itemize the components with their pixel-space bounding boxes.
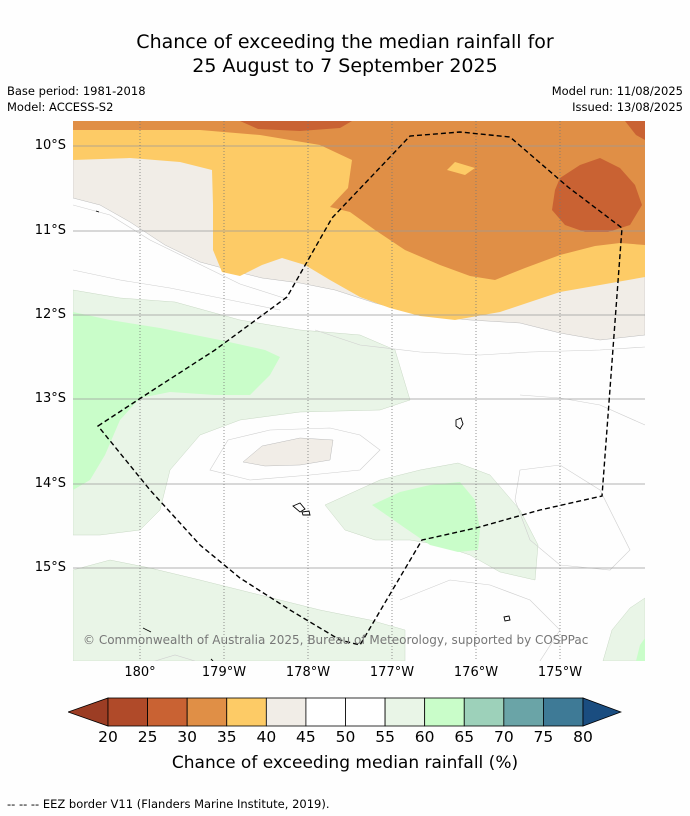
lat-label: 11°S (34, 223, 66, 238)
islands (95, 210, 511, 661)
colorbar-tick-label: 75 (533, 728, 554, 746)
colorbar-segments (107, 697, 584, 727)
base-period: Base period: 1981-2018 (7, 84, 146, 98)
band-45-50-patch (242, 437, 334, 467)
colorbar-segment (226, 697, 267, 727)
colorbar-segment (305, 697, 346, 727)
colorbar-segment (503, 697, 544, 727)
band-60-65-center (372, 482, 480, 552)
colorbar-segment (265, 697, 307, 727)
band-55-60-se (602, 597, 645, 661)
colorbar-segment (345, 697, 386, 727)
lon-label: 175°W (537, 665, 583, 680)
band-25-30-east (552, 158, 642, 232)
colorbar-segment (107, 697, 148, 727)
band-60-65-se (636, 638, 645, 661)
colorbar-segment (543, 697, 584, 727)
colorbar-tick-label: 60 (414, 728, 435, 746)
colorbar-segment (186, 697, 228, 727)
colorbar-tick-label: 80 (573, 728, 593, 746)
colorbar-over-arrow (582, 697, 622, 727)
band-30-35 (73, 121, 645, 280)
model-name: Model: ACCESS-S2 (7, 100, 114, 114)
band-35-40-small (447, 162, 475, 175)
copyright-notice: © Commonwealth of Australia 2025, Bureau… (83, 633, 589, 647)
lon-label: 179°W (201, 665, 247, 680)
lat-label: 12°S (34, 307, 66, 322)
issued-date: Issued: 13/08/2025 (572, 100, 683, 114)
colorbar-tick-label: 70 (493, 728, 514, 746)
lat-label: 15°S (34, 560, 66, 575)
band-55-60-south (73, 559, 406, 661)
map-title-line1: Chance of exceeding the median rainfall … (136, 31, 554, 53)
colorbar-tick-label: 65 (454, 728, 475, 746)
lat-label: 10°S (34, 138, 66, 153)
map-title-line2: 25 August to 7 September 2025 (192, 55, 498, 77)
colorbar-tick-label: 50 (335, 728, 356, 746)
lon-label: 180° (124, 665, 156, 680)
colorbar-label: Chance of exceeding median rainfall (%) (171, 753, 519, 773)
band-25-30-north (240, 121, 352, 131)
lat-label: 13°S (34, 391, 66, 406)
colorbar-tick-label: 20 (98, 728, 118, 746)
lon-gridlines (139, 121, 561, 661)
lon-label: 177°W (369, 665, 415, 680)
eez-legend-note: -- -- -- EEZ border V11 (Flanders Marine… (7, 797, 330, 811)
eez-border (96, 131, 623, 646)
colorbar (68, 697, 622, 727)
colorbar-under-arrow (68, 697, 109, 727)
lat-label: 14°S (34, 476, 66, 491)
contour-lines (73, 204, 645, 661)
colorbar-tick-label: 45 (296, 728, 316, 746)
colorbar-tick-label: 40 (256, 728, 277, 746)
lat-gridlines (73, 145, 645, 569)
lon-label: 178°W (285, 665, 331, 680)
band-60-65-west (73, 312, 280, 490)
colorbar-segment (463, 697, 505, 727)
model-run: Model run: 11/08/2025 (551, 84, 683, 98)
colorbar-segment (384, 697, 426, 727)
colorbar-tick-label: 35 (216, 728, 237, 746)
colorbar-segment (147, 697, 188, 727)
band-25-30-corner (625, 121, 645, 140)
colorbar-segment (424, 697, 465, 727)
colorbar-tick-label: 25 (137, 728, 158, 746)
colorbar-tick-label: 55 (375, 728, 395, 746)
lon-label: 176°W (453, 665, 499, 680)
rainfall-map (73, 121, 645, 661)
colorbar-tick-label: 30 (177, 728, 198, 746)
